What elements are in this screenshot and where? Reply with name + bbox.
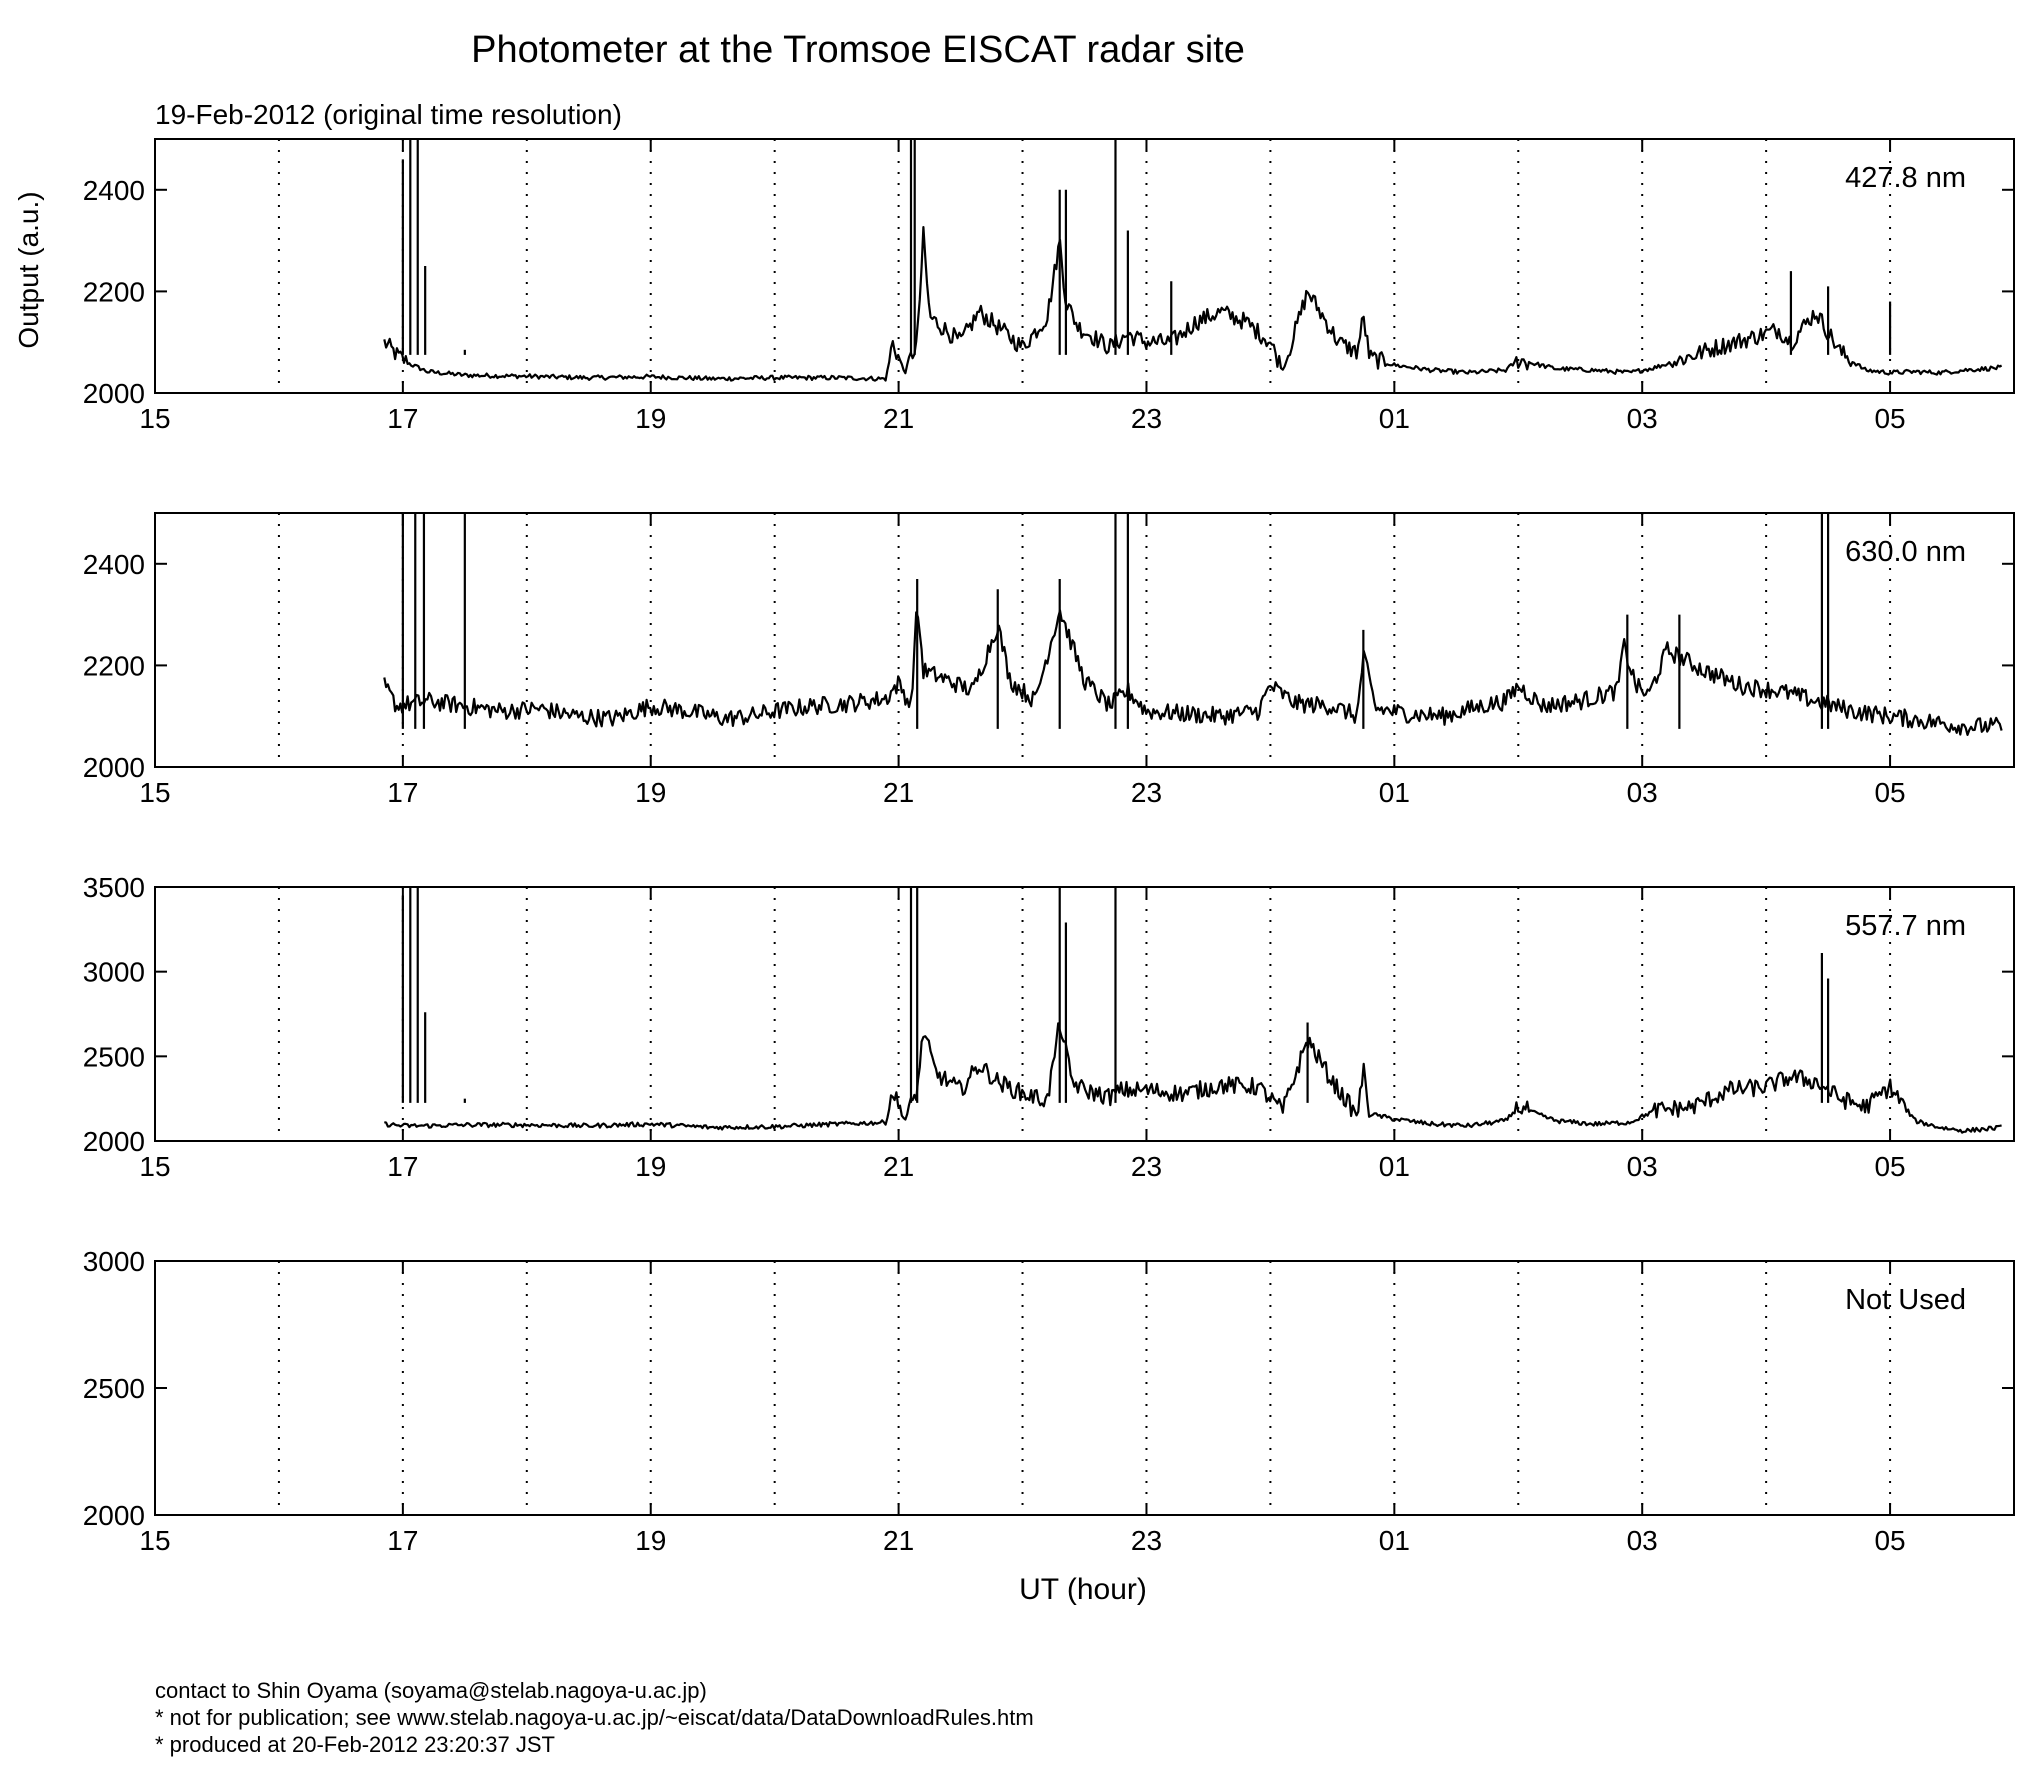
- x-tick-label: 01: [1379, 1151, 1410, 1182]
- x-tick-label: 19: [635, 777, 666, 808]
- figure-subtitle: 19-Feb-2012 (original time resolution): [155, 99, 622, 130]
- y-tick-label: 2200: [83, 650, 145, 681]
- footer-notice: * not for publication; see www.stelab.na…: [155, 1705, 1034, 1730]
- y-tick-label: 2400: [83, 549, 145, 580]
- series-label: Not Used: [1845, 1284, 1966, 1316]
- y-tick-label: 2000: [83, 378, 145, 409]
- x-tick-label: 17: [387, 777, 418, 808]
- y-tick-label: 2000: [83, 752, 145, 783]
- x-tick-label: 23: [1131, 403, 1162, 434]
- x-tick-label: 17: [387, 1525, 418, 1556]
- x-tick-label: 21: [883, 1525, 914, 1556]
- x-tick-label: 01: [1379, 1525, 1410, 1556]
- x-tick-label: 01: [1379, 777, 1410, 808]
- x-tick-label: 19: [635, 403, 666, 434]
- x-tick-label: 05: [1874, 1151, 1905, 1182]
- x-tick-label: 21: [883, 777, 914, 808]
- x-tick-label: 03: [1627, 1525, 1658, 1556]
- x-tick-label: 03: [1627, 1151, 1658, 1182]
- x-tick-label: 05: [1874, 1525, 1905, 1556]
- y-axis-label: Output (a.u.): [13, 191, 44, 348]
- x-tick-label: 19: [635, 1151, 666, 1182]
- y-tick-label: 3000: [83, 957, 145, 988]
- x-tick-label: 23: [1131, 1151, 1162, 1182]
- panel-2: 15 17 19 21 23 01 03 05 2000 2200 2400 630.0 nm: [83, 512, 2015, 808]
- y-tick-label: 2500: [83, 1373, 145, 1404]
- x-tick-label: 03: [1627, 403, 1658, 434]
- x-tick-label: 23: [1131, 1525, 1162, 1556]
- data-trace: [383, 609, 2003, 736]
- x-tick-label: 05: [1874, 777, 1905, 808]
- x-tick-label: 15: [139, 403, 170, 434]
- y-tick-label: 2000: [83, 1126, 145, 1157]
- x-tick-label: 21: [883, 1151, 914, 1182]
- plot-frame: [154, 512, 2015, 768]
- plot-frame: [154, 138, 2015, 394]
- footer-produced: * produced at 20-Feb-2012 23:20:37 JST: [155, 1732, 555, 1757]
- series-label: 630.0 nm: [1845, 536, 1966, 568]
- panels: 15 17 19 21 23 01 03 05 2000 2200 2400 427.8 nm 15 17…: [83, 138, 2015, 1556]
- footer-contact: contact to Shin Oyama (soyama@stelab.nag…: [155, 1678, 707, 1703]
- y-tick-label: 2400: [83, 175, 145, 206]
- x-tick-label: 05: [1874, 403, 1905, 434]
- x-tick-label: 19: [635, 1525, 666, 1556]
- y-tick-label: 3000: [83, 1246, 145, 1277]
- plot-frame: [154, 886, 2015, 1142]
- panel-1: 15 17 19 21 23 01 03 05 2000 2200 2400 427.8 nm: [83, 138, 2015, 434]
- x-tick-label: 17: [387, 1151, 418, 1182]
- x-tick-label: 17: [387, 403, 418, 434]
- y-tick-label: 2200: [83, 276, 145, 307]
- x-tick-label: 23: [1131, 777, 1162, 808]
- x-tick-label: 15: [139, 777, 170, 808]
- y-tick-label: 2500: [83, 1041, 145, 1072]
- series-label: 427.8 nm: [1845, 162, 1966, 194]
- data-trace: [383, 226, 2003, 382]
- x-axis-label: UT (hour): [1019, 1573, 1147, 1606]
- x-tick-label: 15: [139, 1151, 170, 1182]
- panel-4: 15 17 19 21 23 01 03 05 2000 2500 3000 Not Used: [83, 1246, 2015, 1556]
- x-tick-label: 15: [139, 1525, 170, 1556]
- figure-title: Photometer at the Tromsoe EISCAT radar s…: [471, 29, 1245, 71]
- series-label: 557.7 nm: [1845, 910, 1966, 942]
- data-trace: [384, 1022, 2002, 1134]
- x-tick-label: 01: [1379, 403, 1410, 434]
- x-tick-label: 21: [883, 403, 914, 434]
- plot-frame: [154, 1260, 2015, 1516]
- y-tick-label: 2000: [83, 1500, 145, 1531]
- x-tick-label: 03: [1627, 777, 1658, 808]
- panel-3: 15 17 19 21 23 01 03 05 2000 2500 3000 3500 557.7 nm: [83, 872, 2015, 1182]
- y-tick-label: 3500: [83, 872, 145, 903]
